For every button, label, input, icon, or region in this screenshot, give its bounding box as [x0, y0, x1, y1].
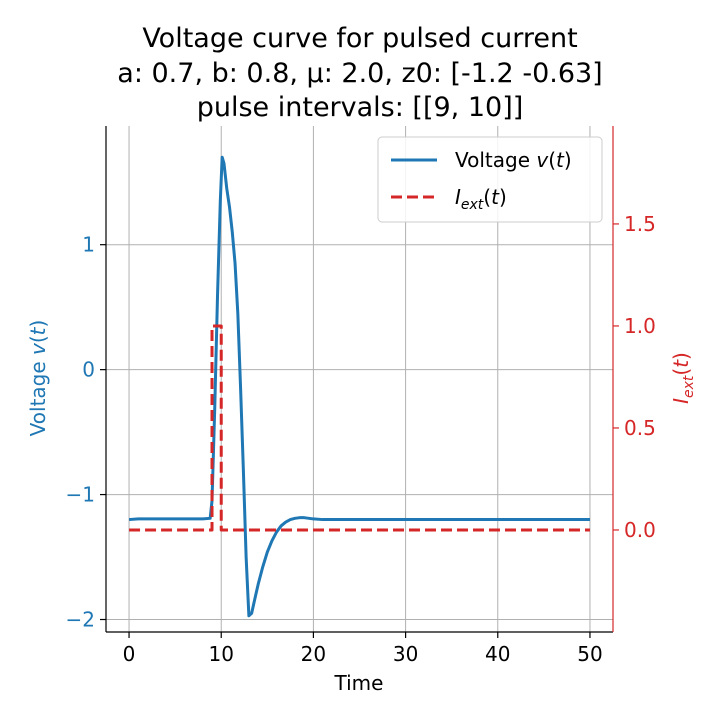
legend-box: [377, 136, 603, 223]
y-left-tick-label: −1: [66, 483, 95, 507]
series-line-current: [129, 324, 590, 532]
legend-label-current: Iext(t): [455, 185, 507, 213]
y-left-tick-label: −2: [66, 608, 95, 632]
svg-text:Voltage v(t): Voltage v(t): [26, 320, 50, 437]
plot-lines: [128, 155, 590, 618]
x-tick-label: 10: [209, 642, 234, 666]
y-left-tick-label: 1: [82, 233, 95, 257]
y-right-tick-label: 1.0: [624, 314, 656, 338]
y-right-tick-label: 1.5: [624, 212, 656, 236]
chart-title-line-2: a: 0.7, b: 0.8, μ: 2.0, z0: [-1.2 -0.63]: [117, 58, 602, 89]
x-tick-label: 20: [301, 642, 326, 666]
y-left-tick-label: 0: [82, 358, 95, 382]
legend-label-voltage: Voltage v(t): [455, 148, 572, 172]
y-axis-right-label: Iext(t): [669, 352, 697, 404]
x-tick-label: 30: [393, 642, 418, 666]
x-tick-label: 40: [485, 642, 510, 666]
chart-title-line-3: pulse intervals: [[9, 10]]: [197, 92, 524, 123]
ticks: 0 10 20 30 40 50 −2 −1 0 1 0.0 0.5 1.0 1.5: [66, 212, 656, 666]
y-right-tick-label: 0.5: [624, 416, 656, 440]
chart-title-line-1: Voltage curve for pulsed current: [142, 23, 577, 54]
legend: Voltage v(t) Iext(t): [377, 136, 603, 223]
svg-text:Iext(t): Iext(t): [669, 352, 697, 404]
x-tick-label: 50: [577, 642, 602, 666]
axes: [105, 126, 614, 633]
y-right-tick-label: 0.0: [624, 518, 656, 542]
x-axis-label: Time: [334, 671, 384, 695]
y-axis-left-label: Voltage v(t): [26, 320, 50, 437]
x-tick-label: 0: [123, 642, 136, 666]
series-line-voltage: [128, 155, 590, 618]
